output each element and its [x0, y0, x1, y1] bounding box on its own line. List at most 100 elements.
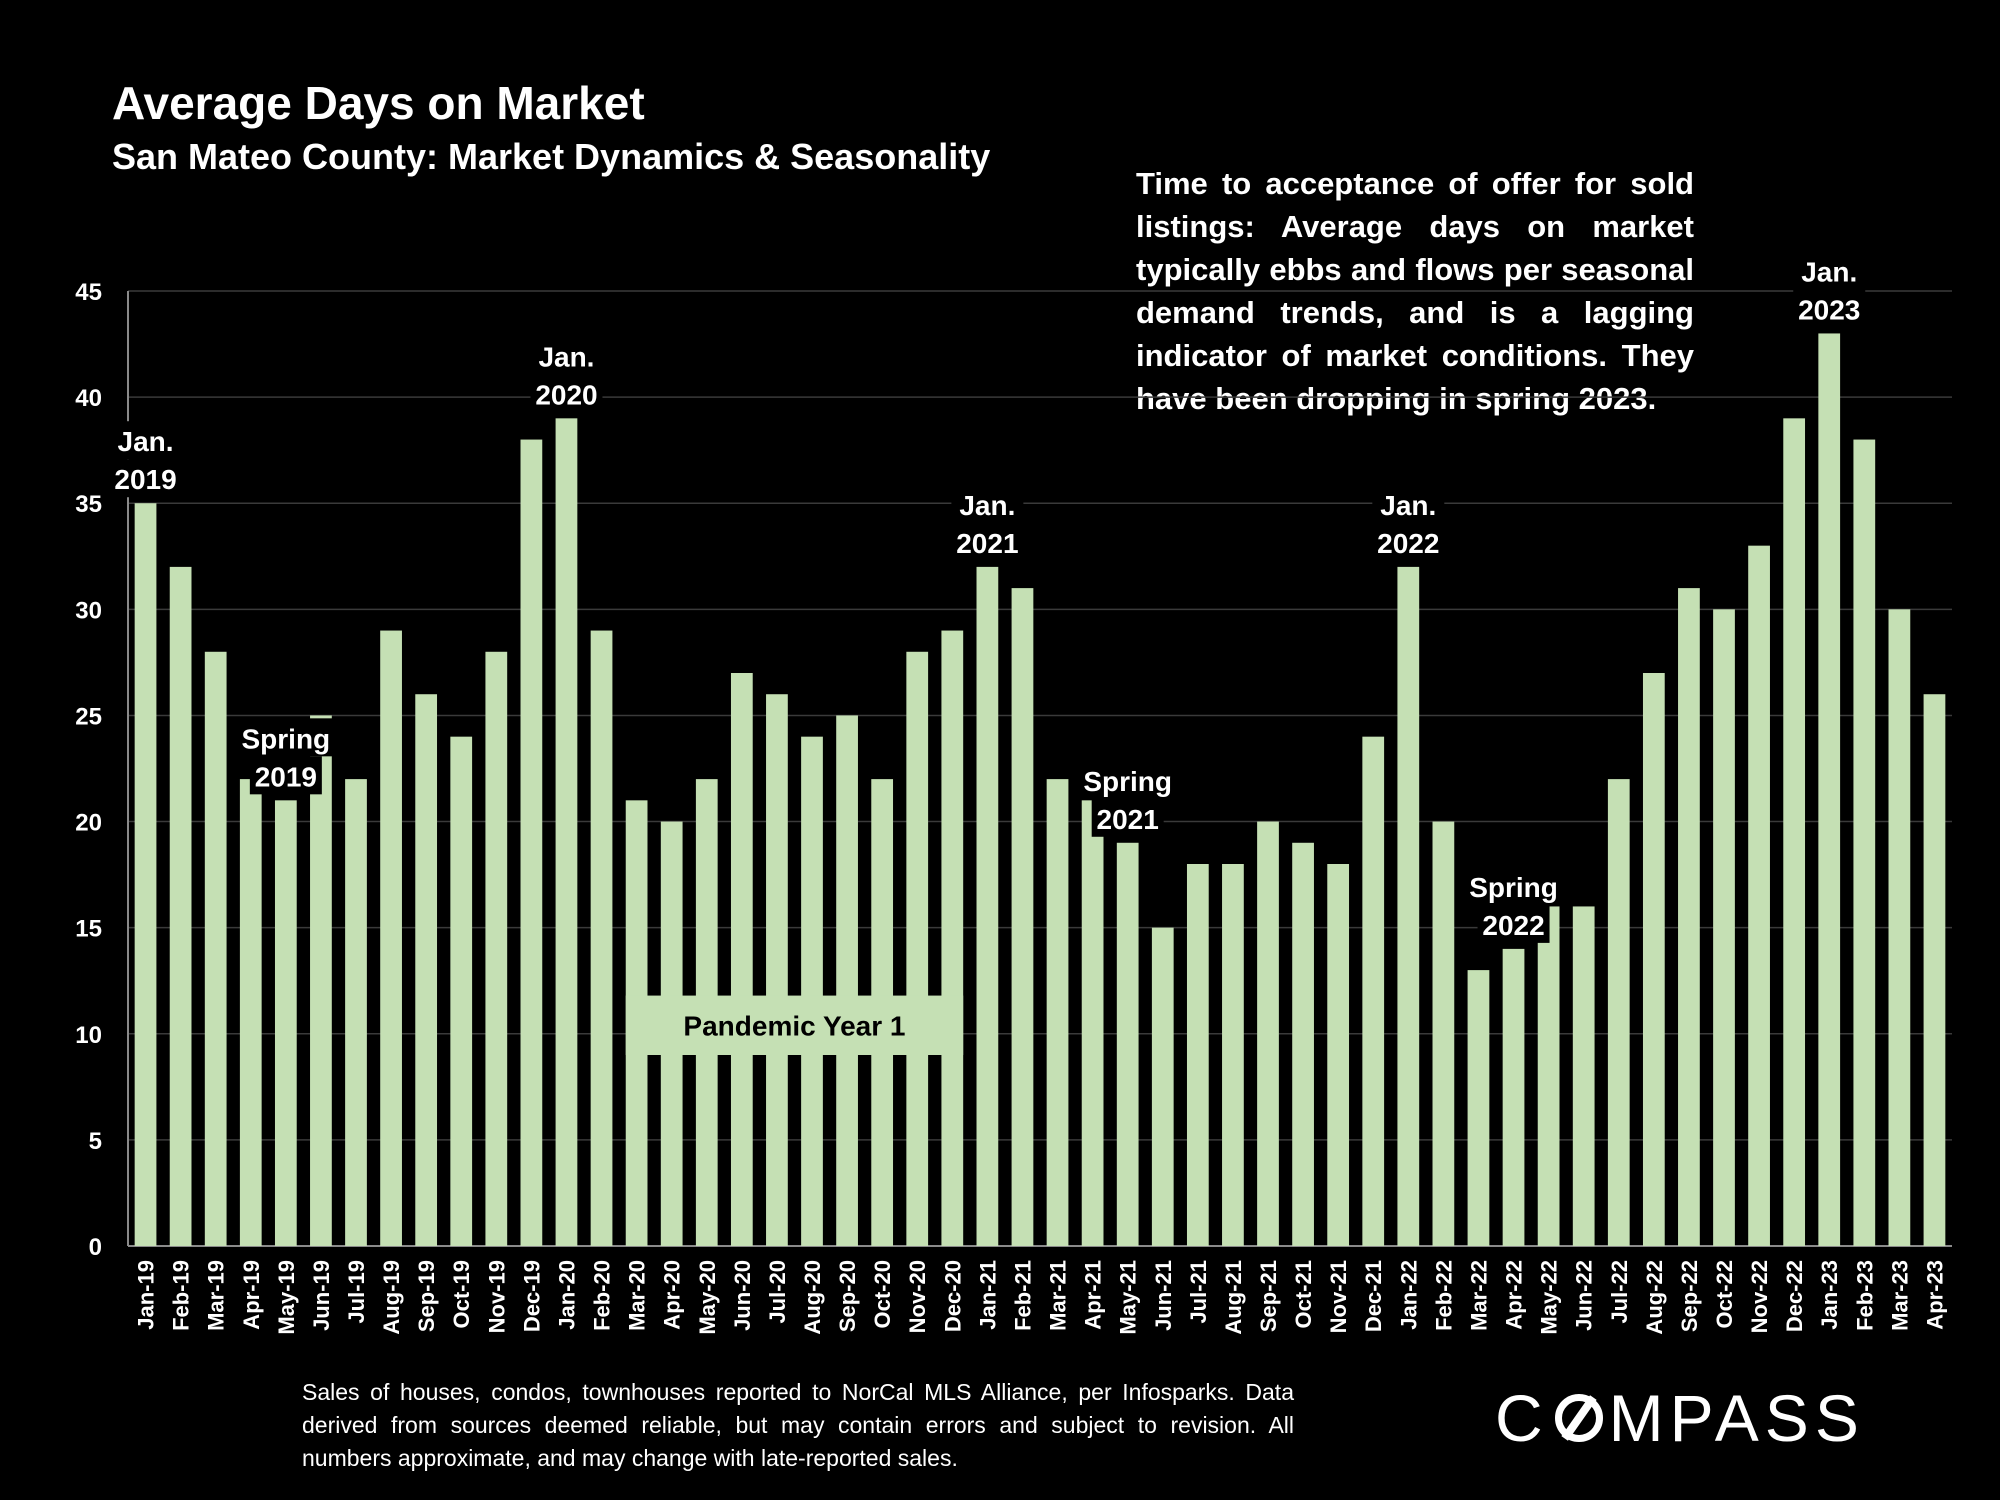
bar — [485, 651, 508, 1246]
y-tick-label: 0 — [89, 1234, 102, 1261]
bar — [906, 651, 929, 1246]
y-tick-label: 15 — [75, 916, 102, 943]
bar — [1397, 566, 1420, 1246]
annotation-backdrop — [530, 374, 603, 413]
chart-subtitle: San Mateo County: Market Dynamics & Seas… — [112, 136, 991, 177]
bar — [134, 503, 157, 1246]
bar — [1713, 609, 1735, 1246]
bar — [1853, 439, 1876, 1246]
x-tick-label: Nov-21 — [1326, 1260, 1351, 1333]
x-tick-label: Apr-21 — [1081, 1260, 1106, 1330]
bar — [836, 715, 858, 1246]
x-tick-label: May-21 — [1116, 1260, 1141, 1335]
x-tick-label: Dec-22 — [1782, 1260, 1807, 1332]
bar — [520, 439, 543, 1246]
x-tick-label: Dec-20 — [940, 1260, 965, 1332]
bar — [1923, 694, 1946, 1246]
annotation-backdrop — [249, 756, 322, 795]
bar — [1046, 779, 1069, 1246]
x-tick-label: Feb-21 — [1010, 1260, 1035, 1331]
x-tick-label: Dec-21 — [1361, 1260, 1386, 1332]
bar — [1362, 736, 1385, 1246]
x-tick-label: Jun-20 — [730, 1260, 755, 1331]
x-tick-label: Jun-22 — [1572, 1260, 1597, 1331]
bar — [1502, 948, 1525, 1246]
x-tick-label: May-22 — [1537, 1260, 1562, 1335]
bar — [976, 566, 999, 1246]
bar — [1572, 906, 1595, 1246]
x-tick-label: Oct-20 — [870, 1260, 895, 1328]
x-tick-label: Jun-21 — [1151, 1260, 1176, 1331]
x-tick-label: Jan-20 — [554, 1260, 579, 1330]
y-tick-label: 45 — [75, 279, 102, 306]
x-tick-label: Dec-19 — [519, 1260, 544, 1332]
x-tick-label: Nov-20 — [905, 1260, 930, 1333]
bar — [310, 715, 332, 1246]
bar — [450, 736, 473, 1246]
bar — [1748, 545, 1770, 1246]
y-tick-label: 25 — [75, 703, 102, 730]
x-tick-label: Sep-22 — [1677, 1260, 1702, 1332]
bar — [1537, 906, 1560, 1246]
y-tick-label: 20 — [75, 810, 102, 837]
annotation-label: 2023 — [1798, 294, 1860, 325]
x-tick-label: Aug-19 — [379, 1260, 404, 1335]
x-tick-label: Nov-19 — [484, 1260, 509, 1333]
bar — [730, 673, 753, 1246]
bar — [345, 779, 367, 1246]
bar — [1011, 588, 1034, 1246]
annotation-label: 2019 — [255, 761, 317, 792]
bar — [1467, 970, 1490, 1246]
bar — [801, 736, 823, 1246]
bar — [1888, 609, 1911, 1246]
x-tick-label: Jan-23 — [1817, 1260, 1842, 1330]
period-label: Pandemic Year 1 — [683, 1010, 905, 1041]
y-tick-label: 10 — [75, 1022, 102, 1049]
annotation-backdrop — [1091, 798, 1164, 837]
x-tick-label: Mar-19 — [204, 1260, 229, 1331]
annotation-label: Spring — [1469, 872, 1558, 903]
bar — [380, 630, 402, 1246]
x-tick-label: Feb-22 — [1431, 1260, 1456, 1331]
x-tick-label: Jun-19 — [309, 1260, 334, 1331]
annotation-backdrop — [1075, 760, 1180, 799]
bar — [1327, 864, 1350, 1246]
x-tick-label: Mar-22 — [1466, 1260, 1491, 1331]
bar — [239, 779, 262, 1246]
compass-o-icon — [1554, 1394, 1603, 1442]
bar — [1222, 864, 1244, 1246]
annotation-backdrop — [951, 484, 1024, 523]
bar — [204, 651, 227, 1246]
bar — [941, 630, 964, 1246]
period-box — [625, 995, 964, 1055]
bar — [415, 694, 438, 1246]
bar — [1818, 333, 1841, 1246]
annotation-label: 2020 — [535, 379, 597, 410]
x-tick-label: Jan-19 — [134, 1260, 159, 1330]
annotation-backdrop — [109, 459, 182, 498]
annotation-label: Spring — [242, 723, 331, 754]
x-tick-label: Feb-19 — [169, 1260, 194, 1331]
x-tick-label: Aug-21 — [1221, 1260, 1246, 1335]
x-tick-label: Apr-22 — [1502, 1260, 1527, 1330]
bar — [1257, 821, 1279, 1246]
annotation-label: Spring — [1083, 766, 1172, 797]
bar — [1642, 673, 1665, 1246]
y-tick-label: 30 — [75, 597, 102, 624]
annotation-backdrop — [1793, 251, 1866, 290]
bar — [1783, 418, 1806, 1246]
annotation-label: 2021 — [956, 528, 1018, 559]
annotation-label: 2021 — [1097, 804, 1159, 835]
bar — [1607, 779, 1630, 1246]
x-tick-label: Feb-20 — [590, 1260, 615, 1331]
annotation-label: Jan. — [1801, 256, 1857, 287]
bar — [1678, 588, 1700, 1246]
annotation-label: 2022 — [1377, 528, 1439, 559]
annotation-backdrop — [1793, 289, 1866, 328]
x-tick-label: Jan-21 — [975, 1260, 1000, 1330]
x-tick-label: Apr-19 — [239, 1260, 264, 1330]
bar — [1292, 842, 1314, 1246]
y-tick-label: 35 — [75, 491, 102, 518]
x-tick-label: Sep-21 — [1256, 1260, 1281, 1332]
